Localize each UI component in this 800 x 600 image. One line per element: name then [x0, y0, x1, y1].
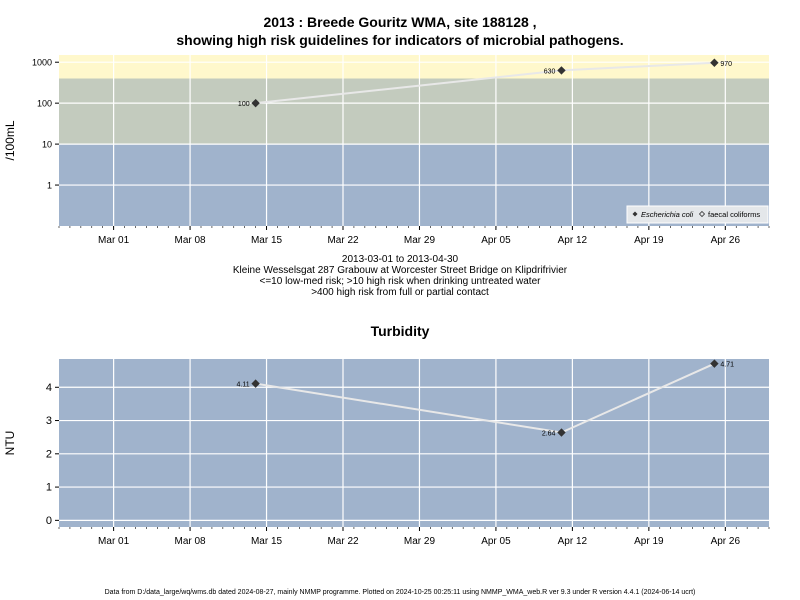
x-tick-label: Apr 26 — [711, 235, 741, 246]
legend-marker-ecoli — [632, 211, 638, 217]
legend-label-faecal: faecal coliforms — [708, 210, 760, 219]
risk-band-2 — [59, 55, 769, 79]
data-point — [251, 379, 260, 388]
y-tick-label: 10 — [42, 140, 52, 150]
data-label: 4.11 — [237, 382, 250, 389]
turbidity-title: Turbidity — [370, 323, 430, 339]
x-tick-label: Apr 05 — [481, 235, 511, 246]
microbial-chart: Mar 01 Mar 08 Mar 15 Mar 22 Mar 29 Apr 05 Apr … — [3, 55, 770, 246]
data-point — [557, 428, 566, 437]
caption-site: Kleine Wesselsgat 287 Grabouw at Worcest… — [232, 265, 568, 276]
y-tick-label: 2 — [46, 448, 52, 460]
x-tick-label: Mar 29 — [404, 536, 436, 547]
x-tick-label: Mar 22 — [327, 235, 359, 246]
risk-band-1 — [59, 78, 769, 145]
x-tick-label: Mar 08 — [175, 235, 207, 246]
data-point — [710, 359, 719, 368]
data-point — [251, 98, 260, 108]
legend-box — [626, 205, 769, 224]
y-axis-label: /100mL — [3, 120, 17, 160]
x-tick-label: Mar 15 — [251, 235, 283, 246]
caption-risk-drinking: <=10 low-med risk; >10 high risk when dr… — [259, 276, 541, 287]
x-tick-label: Mar 29 — [404, 235, 436, 246]
y-tick-label: 100 — [37, 99, 52, 109]
y-tick-label: 4 — [46, 382, 52, 394]
plot-background — [59, 359, 769, 527]
data-label: 100 — [238, 101, 250, 108]
legend-label-ecoli: Escherichia coli — [641, 210, 693, 219]
data-label: 2.64 — [542, 431, 556, 438]
x-tick-label: Apr 26 — [711, 536, 741, 547]
x-tick-label: Apr 19 — [634, 235, 664, 246]
chart-title-line2: showing high risk guidelines for indicat… — [176, 32, 624, 48]
data-label: 4.71 — [720, 362, 734, 369]
turbidity-chart: Mar 01 Mar 08 Mar 15 Mar 22 Mar 29 Apr 05 Apr … — [3, 359, 770, 547]
y-tick-label: 1 — [46, 482, 52, 494]
data-point — [557, 66, 566, 75]
legend-marker-faecal — [698, 210, 706, 218]
caption-risk-contact: >400 high risk from full or partial cont… — [311, 287, 489, 298]
y-tick-label: 1 — [47, 181, 52, 191]
x-tick-label: Apr 12 — [558, 536, 588, 547]
data-point — [710, 58, 719, 67]
x-tick-label: Mar 01 — [98, 536, 130, 547]
x-tick-label: Mar 08 — [175, 536, 207, 547]
x-tick-label: Mar 22 — [327, 536, 359, 547]
x-tick-label: Apr 19 — [634, 536, 664, 547]
y-axis-label: NTU — [3, 431, 17, 456]
y-tick-label: 3 — [46, 415, 52, 427]
x-tick-label: Apr 05 — [481, 536, 511, 547]
y-tick-label: 1000 — [32, 58, 52, 68]
chart-title-line1: 2013 : Breede Gouritz WMA, site 188128 , — [263, 14, 537, 30]
data-label: 970 — [720, 61, 732, 68]
x-tick-label: Mar 15 — [251, 536, 283, 547]
footer-note: Data from D:/data_large/wq/wms.db dated … — [104, 589, 696, 596]
x-tick-label: Mar 01 — [98, 235, 130, 246]
caption-date-range: 2013-03-01 to 2013-04-30 — [341, 254, 459, 265]
x-tick-label: Apr 12 — [558, 235, 588, 246]
data-label: 630 — [544, 68, 556, 75]
y-tick-label: 0 — [46, 515, 52, 527]
